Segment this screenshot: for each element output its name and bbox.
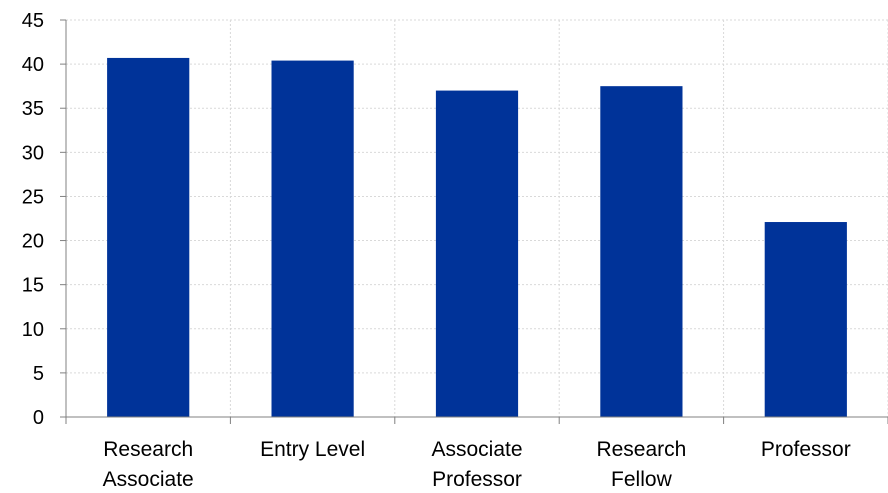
x-tick-label: Fellow	[611, 468, 673, 488]
x-tick-label: Professor	[761, 438, 851, 461]
y-tick-label: 25	[22, 186, 44, 208]
x-tick-label: Associate	[103, 468, 194, 488]
bar	[600, 86, 683, 418]
x-tick-label: Research	[596, 438, 686, 461]
y-tick-label: 30	[22, 142, 44, 164]
bar	[107, 57, 190, 418]
y-tick-label: 10	[22, 319, 44, 341]
y-tick-label: 0	[33, 407, 44, 429]
bar	[764, 222, 847, 417]
bar	[435, 90, 519, 418]
x-tick-label: Associate	[431, 438, 522, 461]
bars-layer	[107, 57, 847, 418]
bar	[271, 60, 354, 418]
y-tick-label: 5	[33, 363, 44, 385]
x-tick-label: Entry Level	[260, 438, 365, 461]
labels-layer: 0 5 10 15 20 25 30 35 40 45 Research Associate Entry…	[22, 10, 851, 491]
y-tick-label: 15	[22, 275, 44, 297]
grid-layer	[66, 19, 888, 417]
axes-layer	[60, 19, 888, 424]
x-tick-label: Research	[103, 438, 193, 461]
y-tick-label: 35	[22, 98, 44, 120]
y-tick-label: 45	[22, 10, 44, 32]
x-tick-label: Professor	[432, 468, 522, 488]
y-tick-label: 20	[22, 231, 44, 253]
y-tick-label: 40	[22, 54, 44, 76]
